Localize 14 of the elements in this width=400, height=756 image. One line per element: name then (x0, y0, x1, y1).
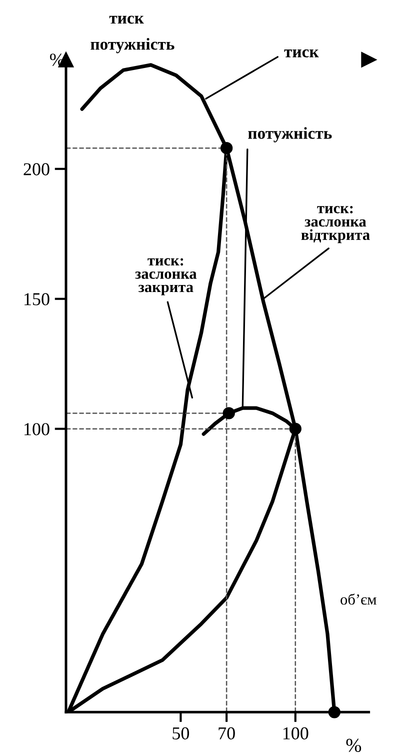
y-tick-label: 200 (24, 163, 50, 176)
text: потужність (90, 38, 174, 54)
annotation: тиск: заслонка відткрита (301, 206, 370, 244)
annotation: тиск: заслонка закрита (135, 258, 197, 296)
annotation: тиск (284, 49, 319, 58)
x-axis-title: % (346, 738, 362, 752)
y-tick-label: 100 (24, 423, 50, 436)
x-tick-label: 50 (172, 727, 190, 740)
x-tick-label: 100 (283, 727, 308, 740)
text: тиск (109, 16, 144, 24)
x-tick-label: 70 (218, 727, 235, 740)
annotation: потужність (248, 127, 332, 142)
annotation: об’єм (340, 594, 376, 605)
y-tick-label: 150 (24, 293, 50, 306)
